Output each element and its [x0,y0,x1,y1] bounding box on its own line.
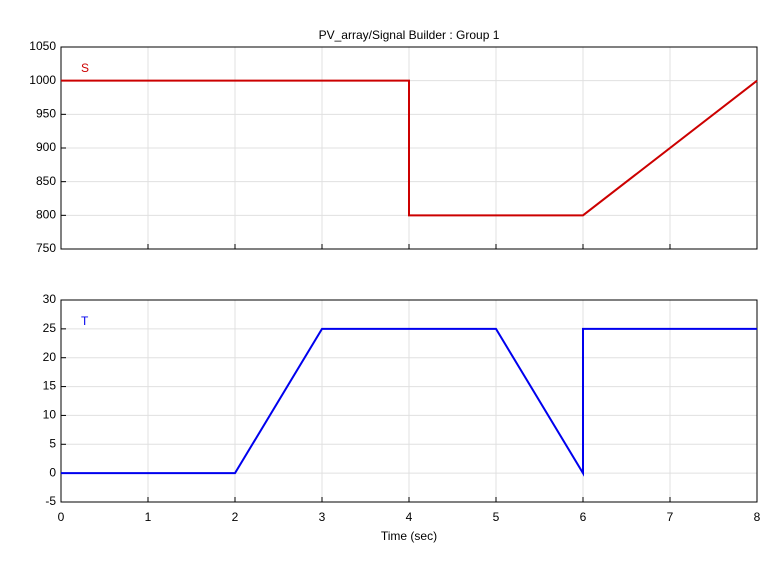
axes-box [60,299,758,503]
y-tick-label: 25 [43,321,57,335]
x-tick-label: 2 [232,510,239,524]
y-tick-label: 1050 [29,39,56,53]
y-tick-label: -5 [45,494,56,508]
y-tick-label: 20 [43,350,57,364]
line [61,79,758,217]
x-tick-label: 6 [580,510,587,524]
x-tick-label: 3 [319,510,326,524]
axes-box [60,46,758,250]
x-axis-label: Time (sec) [381,529,437,543]
x-tick-label: 0 [58,510,65,524]
y-tick-label: 0 [49,465,56,479]
x-tick-label: 8 [754,510,761,524]
y-tick-label: 1000 [29,73,56,87]
chart-title: PV_array/Signal Builder : Group 1 [319,28,500,42]
legend-label: T [81,314,89,328]
line [61,327,757,477]
y-tick-label: 900 [36,140,56,154]
y-tick-label: 15 [43,379,57,393]
y-tick-label: 850 [36,174,56,188]
x-tick-label: 7 [667,510,674,524]
legend-label: S [81,61,89,75]
x-tick-label: 4 [406,510,413,524]
y-tick-label: 950 [36,107,56,121]
y-tick-label: 800 [36,208,56,222]
y-tick-label: 750 [36,241,56,255]
y-tick-label: 5 [49,436,56,450]
x-tick-label: 5 [493,510,500,524]
x-tick-label: 1 [145,510,152,524]
y-tick-label: 10 [43,408,57,422]
y-tick-label: 30 [43,292,57,306]
